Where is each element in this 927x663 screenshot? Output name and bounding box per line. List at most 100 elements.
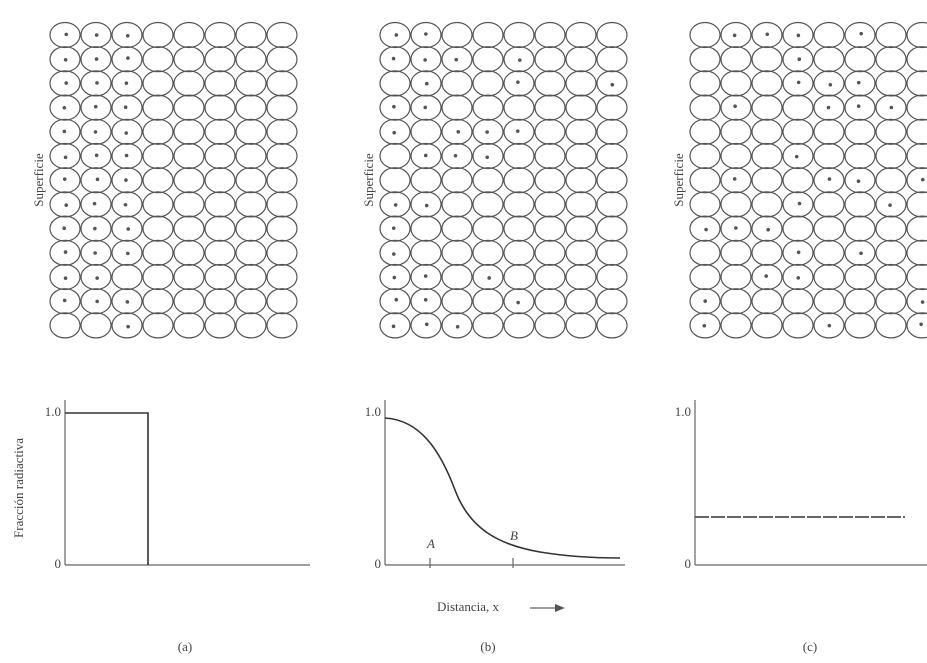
atom [845,216,875,241]
radioactive-atom [395,33,399,37]
radioactive-atom [95,81,99,85]
atom [597,23,627,48]
atom [876,240,906,265]
radioactive-atom [859,32,863,36]
atom [814,240,844,265]
atom [845,168,875,193]
atom [535,265,565,290]
radioactive-atom [124,203,128,207]
atom [752,240,782,265]
atom [267,119,297,144]
atom [845,23,875,48]
atom [721,71,751,96]
radioactive-atom [93,227,97,231]
atom [783,95,813,120]
atom [752,313,782,338]
atom [143,265,173,290]
atom [236,192,266,217]
radioactive-atom [733,177,737,181]
radioactive-atom [62,226,66,230]
atom [783,289,813,314]
atom [721,119,751,144]
y-tick-label: 1.0 [365,404,381,419]
atom [566,265,596,290]
radioactive-atom [126,227,130,231]
atom [535,144,565,169]
atom [566,240,596,265]
atom [783,216,813,241]
radioactive-atom [703,299,707,303]
atom [752,119,782,144]
radioactive-atom [797,34,801,38]
y-tick-label: 1.0 [45,404,61,419]
atom [267,313,297,338]
surface-label: Superficie [31,153,46,207]
atom [907,240,927,265]
panel-caption: (c) [803,639,817,654]
atom [597,289,627,314]
radioactive-atom [795,155,799,159]
radioactive-atom [394,203,398,207]
radioactive-atom [126,300,130,304]
plot-b [385,400,625,612]
atom [205,216,235,241]
radioactive-atom [516,129,520,133]
atom [236,47,266,72]
panel-caption: (b) [480,639,495,654]
radioactive-atom [424,298,428,302]
atom [721,289,751,314]
atom [876,313,906,338]
atom [876,71,906,96]
atom [721,240,751,265]
atom [380,168,410,193]
atom [411,168,441,193]
radioactive-atom [393,276,397,280]
radioactive-atom [96,178,100,182]
atom [690,119,720,144]
atom [690,95,720,120]
radioactive-atom [95,33,99,37]
atom [566,47,596,72]
radioactive-atom [392,131,396,135]
atom [597,168,627,193]
atom [504,168,534,193]
y-tick-label: 1.0 [675,404,691,419]
atom [473,313,503,338]
atom [205,265,235,290]
radioactive-atom [124,178,128,182]
atom [267,265,297,290]
atom [845,95,875,120]
plot-c [695,400,927,565]
atom [535,71,565,96]
radioactive-atom [890,106,894,110]
radioactive-atom [126,34,130,38]
atom [442,95,472,120]
radioactive-atom [797,250,801,254]
atom [876,119,906,144]
atom [876,265,906,290]
figure: Fracción radiactiva A B Distancia, x Sup… [0,0,927,663]
atom [442,192,472,217]
atom [597,216,627,241]
radioactive-atom [919,322,923,326]
atom [205,240,235,265]
atom [535,313,565,338]
atom [380,144,410,169]
atom [473,71,503,96]
atom [814,216,844,241]
atom [267,168,297,193]
atom [442,168,472,193]
radioactive-atom [392,252,396,256]
atom [814,192,844,217]
atom [236,289,266,314]
radioactive-atom [921,178,925,182]
radioactive-atom [126,325,130,329]
atom [174,95,204,120]
radioactive-atom [124,105,128,109]
atom [566,168,596,193]
atom [597,313,627,338]
radioactive-atom [425,322,429,326]
radioactive-atom [95,300,99,304]
atom [174,216,204,241]
radioactive-atom [425,82,429,86]
